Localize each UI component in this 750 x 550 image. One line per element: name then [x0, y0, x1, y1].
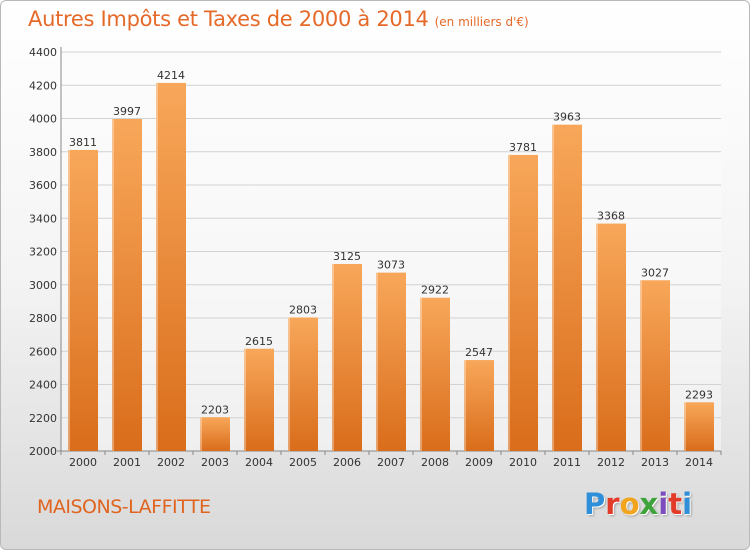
bar-highlight-2006	[332, 263, 334, 451]
y-tick-label-4400: 4400	[29, 46, 57, 59]
bar-highlight-2007	[376, 272, 378, 451]
chart-title: Autres Impôts et Taxes de 2000 à 2014 (en…	[28, 7, 529, 31]
bar-highlight-2001	[112, 118, 114, 451]
value-label-2009: 2547	[465, 346, 493, 359]
y-tick-label-2800: 2800	[29, 312, 57, 325]
chart-title-text: Autres Impôts et Taxes de 2000 à 2014	[28, 7, 429, 31]
bar-2008	[420, 297, 450, 451]
x-tick-label-2003: 2003	[201, 456, 229, 469]
value-label-2000: 3811	[69, 136, 97, 149]
x-tick-label-2014: 2014	[685, 456, 713, 469]
bar-highlight-2000	[68, 149, 70, 451]
x-tick-label-2007: 2007	[377, 456, 405, 469]
bar-highlight-2010	[508, 154, 510, 451]
proxiti-logo[interactable]: Proxiti	[584, 487, 692, 523]
y-tick-label-2000: 2000	[29, 445, 57, 458]
value-label-2007: 3073	[377, 259, 405, 272]
y-tick-label-4000: 4000	[29, 113, 57, 126]
bar-2007	[376, 272, 406, 451]
value-label-2005: 2803	[289, 304, 317, 317]
bar-2004	[244, 348, 274, 451]
y-tick-label-2200: 2200	[29, 412, 57, 425]
value-label-2010: 3781	[509, 141, 537, 154]
bar-highlight-2008	[420, 297, 422, 451]
x-tick-label-2011: 2011	[553, 456, 581, 469]
bar-2013	[640, 280, 670, 451]
value-label-2014: 2293	[685, 388, 713, 401]
x-tick-label-2005: 2005	[289, 456, 317, 469]
bars-layer: 3811 3997 4214 2203 2615 2803 3125 3073 2922 2547…	[68, 69, 714, 452]
logo-letter: t	[668, 487, 683, 521]
value-label-2011: 3963	[553, 111, 581, 124]
bar-2002	[156, 82, 186, 452]
bar-highlight-2012	[596, 223, 598, 451]
x-tick-label-2012: 2012	[597, 456, 625, 469]
y-tick-label-2600: 2600	[29, 345, 57, 358]
bar-highlight-2003	[200, 417, 202, 451]
bar-2005	[288, 317, 318, 451]
y-tick-label-2400: 2400	[29, 379, 57, 392]
chart-subtitle: (en milliers d'€)	[434, 15, 529, 29]
x-tick-label-2006: 2006	[333, 456, 361, 469]
bar-2000	[68, 149, 98, 451]
bar-highlight-2009	[464, 360, 466, 451]
bar-2001	[112, 118, 142, 451]
y-tick-label-3800: 3800	[29, 146, 57, 159]
bar-2003	[200, 417, 230, 451]
bar-2012	[596, 223, 626, 451]
x-tick-label-2000: 2000	[69, 456, 97, 469]
y-tick-label-4200: 4200	[29, 79, 57, 92]
value-label-2001: 3997	[113, 105, 141, 118]
y-tick-label-3000: 3000	[29, 279, 57, 292]
value-label-2004: 2615	[245, 335, 273, 348]
axis-layer: 2000 2200 2400 2600 2800 3000 3200 3400 3600 3800…	[29, 46, 722, 469]
bar-2014	[684, 402, 714, 451]
x-tick-label-2010: 2010	[509, 456, 537, 469]
x-tick-label-2013: 2013	[641, 456, 669, 469]
logo-letter: i	[682, 487, 693, 521]
value-label-2003: 2203	[201, 403, 229, 416]
y-tick-label-3400: 3400	[29, 212, 57, 225]
x-tick-label-2009: 2009	[465, 456, 493, 469]
bar-highlight-2005	[288, 317, 290, 451]
value-label-2008: 2922	[421, 284, 449, 297]
y-tick-label-3200: 3200	[29, 246, 57, 259]
city-name: MAISONS-LAFFITTE	[37, 496, 211, 518]
bar-2011	[552, 124, 582, 452]
x-tick-label-2001: 2001	[113, 456, 141, 469]
x-tick-label-2008: 2008	[421, 456, 449, 469]
logo-letter: P	[584, 487, 606, 521]
logo-letter: r	[605, 487, 620, 521]
bar-highlight-2002	[156, 82, 158, 452]
bar-highlight-2011	[552, 124, 554, 452]
bar-2010	[508, 154, 538, 451]
bar-highlight-2013	[640, 280, 642, 451]
bar-highlight-2014	[684, 402, 686, 451]
value-label-2013: 3027	[641, 266, 669, 279]
bar-2006	[332, 263, 362, 451]
logo-letter: x	[639, 487, 659, 521]
y-tick-label-3600: 3600	[29, 179, 57, 192]
bar-highlight-2004	[244, 348, 246, 451]
value-label-2002: 4214	[157, 69, 185, 82]
x-tick-label-2004: 2004	[245, 456, 273, 469]
x-tick-label-2002: 2002	[157, 456, 185, 469]
value-label-2012: 3368	[597, 210, 625, 223]
logo-letter: i	[658, 487, 669, 521]
logo-letter: o	[619, 487, 640, 521]
value-label-2006: 3125	[333, 250, 361, 263]
bar-2009	[464, 360, 494, 451]
